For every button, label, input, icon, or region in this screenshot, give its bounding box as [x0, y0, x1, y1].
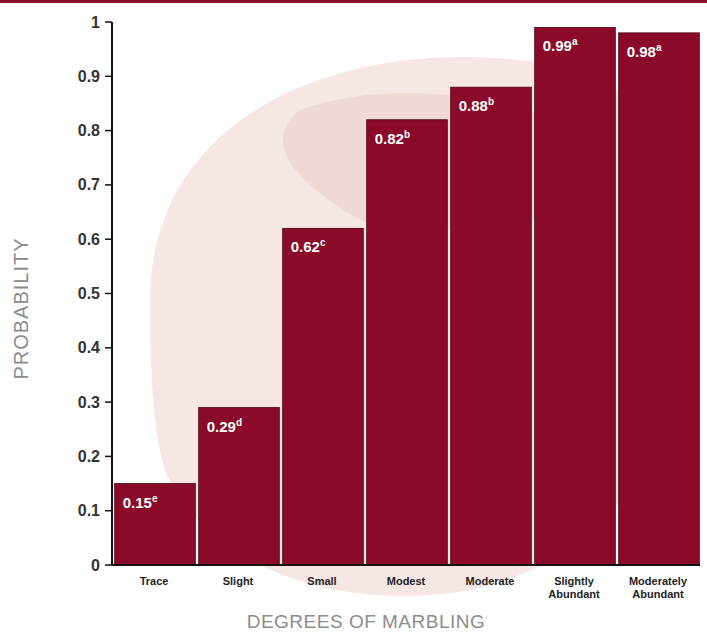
y-tick: [105, 76, 112, 78]
bar: [115, 484, 196, 565]
bar: [451, 87, 532, 565]
data-label: 0.29d: [207, 417, 242, 435]
y-tick-label: 0.3: [78, 394, 100, 411]
significance-letter: b: [488, 96, 494, 107]
chart: 00.10.20.30.40.50.60.70.80.910.15e0.29d0…: [0, 0, 707, 643]
data-label-value: 0.15: [123, 494, 152, 511]
y-axis-title: PROBABILITY: [10, 237, 32, 379]
y-tick: [105, 510, 112, 512]
data-label-value: 0.98: [627, 43, 656, 60]
y-tick-label: 0.8: [78, 122, 100, 139]
data-label: 0.88b: [459, 96, 494, 114]
x-tick-label: Slight: [223, 575, 254, 587]
x-tick-label-line: Abundant: [632, 588, 684, 600]
background-photo: [150, 57, 700, 596]
significance-letter: c: [320, 237, 326, 248]
significance-letter: d: [236, 417, 242, 428]
data-label-value: 0.88: [459, 97, 488, 114]
data-label: 0.99a: [543, 36, 578, 54]
data-label: 0.98a: [627, 42, 662, 60]
y-tick-label: 1: [91, 14, 100, 31]
y-tick: [105, 347, 112, 349]
data-label: 0.15e: [123, 493, 158, 511]
data-label-value: 0.62: [291, 238, 320, 255]
data-label-value: 0.29: [207, 418, 236, 435]
y-tick-label: 0.6: [78, 231, 100, 248]
bars: [115, 27, 700, 565]
data-label: 0.62c: [291, 237, 326, 255]
y-tick-label: 0: [91, 557, 100, 574]
y-tick-label: 0.1: [78, 502, 100, 519]
y-tick-label: 0.4: [78, 339, 100, 356]
data-label: 0.82b: [375, 129, 410, 147]
top-rule: [0, 0, 707, 3]
y-tick: [105, 21, 112, 23]
x-tick-label: Moderate: [466, 575, 515, 587]
x-tick-label: Small: [307, 575, 336, 587]
data-label-value: 0.82: [375, 130, 404, 147]
y-tick: [105, 401, 112, 403]
data-label-value: 0.99: [543, 37, 572, 54]
significance-letter: b: [404, 129, 410, 140]
bar: [619, 33, 700, 565]
bar: [283, 228, 364, 565]
y-tick-label: 0.9: [78, 68, 100, 85]
x-axis-title: DEGREES OF MARBLING: [247, 611, 486, 632]
x-tick-label: ModeratelyAbundant: [629, 575, 688, 600]
y-tick: [105, 238, 112, 240]
y-tick-label: 0.7: [78, 176, 100, 193]
y-tick: [105, 456, 112, 458]
bar: [199, 408, 280, 565]
significance-letter: a: [656, 42, 662, 53]
significance-letter: a: [572, 36, 578, 47]
y-tick: [105, 130, 112, 132]
x-tick-label-line: Moderately: [629, 575, 688, 587]
x-tick-label: Trace: [140, 575, 169, 587]
x-tick-label-line: Abundant: [548, 588, 600, 600]
significance-letter: e: [152, 493, 158, 504]
y-tick: [105, 293, 112, 295]
y-tick-label: 0.5: [78, 285, 100, 302]
bar: [535, 27, 616, 565]
y-tick: [105, 184, 112, 186]
x-tick-label: Modest: [387, 575, 426, 587]
x-tick-label-line: Slightly: [554, 575, 595, 587]
x-tick-label: SlightlyAbundant: [548, 575, 600, 600]
y-tick: [105, 564, 112, 566]
x-axis: [112, 564, 700, 566]
bar: [367, 120, 448, 565]
y-tick-label: 0.2: [78, 448, 100, 465]
